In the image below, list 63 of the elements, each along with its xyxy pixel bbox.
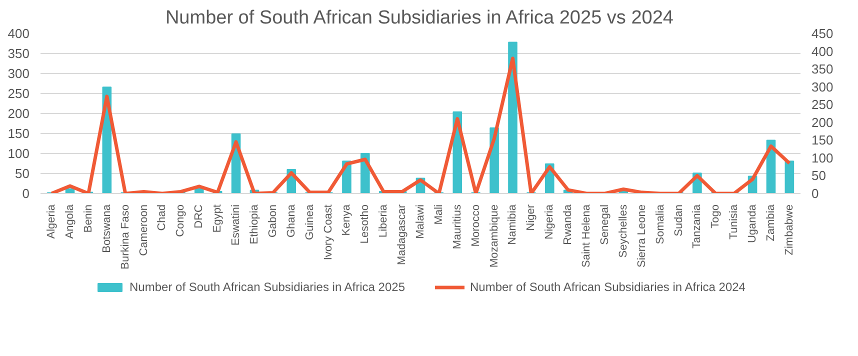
y-tick-label: 150 bbox=[8, 126, 30, 141]
y2-tick-label: 100 bbox=[812, 150, 834, 166]
x-tick-label: Rwanda bbox=[562, 204, 574, 245]
x-tick-label: Sierra Leone bbox=[636, 204, 648, 268]
y-tick-label: 100 bbox=[8, 146, 30, 161]
y2-tick-label: 200 bbox=[812, 114, 834, 130]
y2-tick-label: 150 bbox=[812, 132, 834, 148]
x-tick-label: Ghana bbox=[285, 204, 298, 238]
x-tick-label: Algeria bbox=[46, 204, 58, 239]
y2-tick-label: 0 bbox=[812, 186, 819, 201]
x-tick-label: Liberia bbox=[378, 204, 390, 238]
x-tick-label: Zambia bbox=[764, 204, 777, 242]
y-tick-label: 400 bbox=[8, 26, 30, 41]
chart-title: Number of South African Subsidiaries in Africa 2025 vs 2024 bbox=[165, 8, 674, 28]
y-tick-label: 350 bbox=[8, 46, 30, 61]
legend-label: Number of South African Subsidiaries in Africa 2024 bbox=[470, 280, 746, 294]
x-tick-label: Ivory Coast bbox=[322, 204, 334, 260]
y-tick-label: 50 bbox=[15, 166, 30, 181]
y2-tick-label: 400 bbox=[812, 44, 834, 59]
x-tick-label: Uganda bbox=[746, 204, 759, 244]
y-tick-label: 200 bbox=[8, 106, 30, 121]
x-tick-label: Lesotho bbox=[359, 204, 372, 244]
x-tick-label: Angola bbox=[64, 204, 76, 239]
x-tick-label: Kenya bbox=[340, 204, 353, 236]
x-tick-label: Gabon bbox=[266, 204, 279, 238]
y-tick-label: 0 bbox=[22, 186, 30, 201]
x-tick-label: Saint Helena bbox=[580, 204, 593, 268]
x-tick-label: Madagascar bbox=[396, 204, 408, 266]
x-tick-label: Niger bbox=[525, 204, 538, 231]
x-tick-label: Senegal bbox=[598, 204, 611, 245]
y-tick-label: 250 bbox=[8, 86, 30, 101]
y2-tick-label: 250 bbox=[812, 97, 834, 112]
x-tick-label: Morocco bbox=[470, 204, 482, 247]
x-tick-label: Egypt bbox=[212, 204, 224, 233]
x-tick-label: Cameroon bbox=[138, 204, 150, 256]
x-tick-label: Guinea bbox=[304, 204, 316, 240]
x-tick-label: Seychelles bbox=[617, 204, 630, 258]
x-tick-label: Malawi bbox=[414, 204, 426, 239]
x-tick-label: Sudan bbox=[672, 204, 685, 236]
x-tick-label: Benin bbox=[82, 204, 94, 233]
y2-tick-label: 300 bbox=[812, 79, 834, 94]
legend-label: Number of South African Subsidiaries in Africa 2025 bbox=[130, 280, 405, 294]
x-tick-label: Somalia bbox=[654, 204, 666, 244]
x-tick-label: Nigeria bbox=[544, 204, 556, 240]
x-tick-label: Zimbabwe bbox=[783, 204, 796, 256]
x-tick-label: DRC bbox=[193, 204, 206, 228]
x-tick-label: Tunisia bbox=[728, 204, 740, 240]
x-tick-label: Burkina Faso bbox=[119, 204, 132, 270]
x-tick-label: Mali bbox=[432, 204, 445, 225]
x-tick-label: Botswana bbox=[100, 204, 113, 253]
x-tick-label: Chad bbox=[156, 204, 168, 231]
y2-tick-label: 350 bbox=[812, 62, 834, 77]
x-tick-label: Tanzania bbox=[691, 204, 704, 249]
x-tick-label: Togo bbox=[710, 204, 722, 228]
y2-tick-label: 50 bbox=[812, 168, 826, 184]
y-tick-label: 300 bbox=[8, 66, 30, 81]
x-tick-label: Congo bbox=[174, 204, 187, 237]
x-tick-label: Ethiopia bbox=[248, 204, 260, 244]
y2-tick-label: 450 bbox=[812, 26, 834, 41]
x-tick-label: Mozambique bbox=[488, 204, 500, 268]
x-tick-label: Mauritius bbox=[451, 204, 464, 250]
x-tick-label: Namibia bbox=[506, 204, 519, 245]
x-tick-label: Eswatini bbox=[230, 204, 242, 246]
